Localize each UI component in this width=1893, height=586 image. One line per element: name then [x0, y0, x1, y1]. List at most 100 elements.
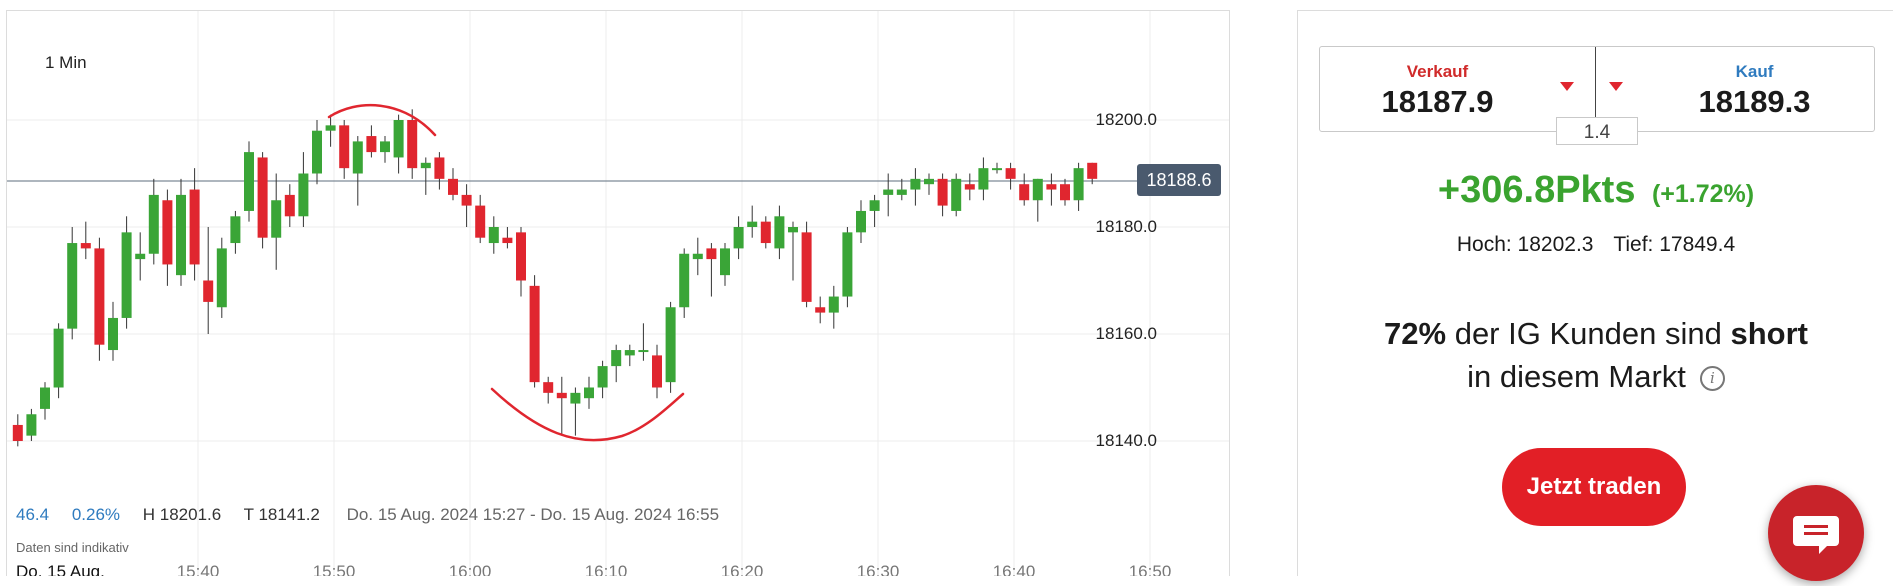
candle-body — [964, 184, 975, 190]
candle-body — [733, 227, 744, 249]
sentiment-percent: 72% — [1384, 316, 1447, 351]
info-low: T 18141.2 — [243, 505, 320, 524]
info-percent: 0.26% — [71, 505, 121, 524]
candle-body — [706, 248, 717, 260]
candle-body — [189, 189, 200, 265]
candle-body — [774, 216, 785, 249]
sentiment-text: der IG Kunden sind — [1454, 316, 1722, 351]
annotation-top-arc — [327, 103, 437, 137]
candle-body — [94, 248, 105, 345]
candle-body — [135, 253, 146, 260]
candle-body — [556, 392, 567, 399]
sell-price: 18187.9 — [1381, 84, 1494, 119]
chat-icon — [1793, 516, 1839, 554]
day-high: Hoch: 18202.3 — [1456, 233, 1594, 256]
candle-body — [584, 387, 594, 399]
buy-price: 18189.3 — [1698, 84, 1811, 119]
candle-body — [992, 168, 1002, 171]
candle-body — [230, 216, 241, 244]
candle-body — [1060, 184, 1070, 201]
candle-body — [1032, 178, 1043, 201]
client-sentiment-line1: 72% der IG Kunden sind short — [1298, 316, 1893, 352]
candlestick-chart[interactable] — [7, 11, 1229, 576]
candle-body — [420, 162, 431, 169]
candle-body — [951, 178, 962, 211]
candle-body — [910, 178, 921, 190]
current-price-tag: 18188.6 — [1137, 164, 1221, 196]
info-icon[interactable]: i — [1699, 366, 1725, 392]
x-axis-tick: 16:20 — [720, 562, 764, 576]
sell-label: Verkauf — [1406, 62, 1469, 81]
candle-body — [828, 296, 839, 313]
candle-body — [366, 136, 377, 153]
candle-body — [271, 200, 282, 238]
price-chart-panel[interactable]: 1 Min 18200.0 18180.0 18160.0 18140.0 18… — [6, 10, 1230, 576]
x-axis-tick: 16:00 — [448, 562, 492, 576]
candle-body — [597, 366, 608, 388]
candle-body — [12, 424, 23, 441]
info-high: H 18201.6 — [142, 505, 222, 524]
candle-body — [1087, 162, 1098, 179]
buy-quote-button[interactable]: Kauf 18189.3 — [1635, 47, 1874, 131]
candle-body — [692, 253, 703, 260]
candle-body — [393, 120, 404, 158]
candle-body — [801, 232, 812, 302]
chat-button[interactable] — [1768, 485, 1864, 581]
candle-body — [162, 200, 173, 265]
candle-body — [53, 328, 64, 388]
candle-body — [760, 221, 771, 244]
info-value: 46.4 — [16, 505, 50, 524]
candle-body — [720, 248, 730, 276]
y-axis-tick: 18160.0 — [1095, 324, 1157, 343]
candle-body — [856, 210, 866, 233]
candle-body — [1019, 184, 1030, 201]
candle-body — [203, 280, 214, 302]
candle-body — [788, 227, 798, 233]
candle-body — [26, 414, 37, 436]
x-axis-tick: 15:40 — [176, 562, 220, 576]
sentiment-text-line2: in diesem Markt — [1467, 359, 1686, 394]
candle-body — [543, 382, 554, 393]
sell-quote-button[interactable]: Verkauf 18187.9 — [1320, 47, 1555, 131]
interval-label[interactable]: 1 Min — [45, 53, 87, 72]
candle-body — [529, 285, 540, 383]
x-axis-tick: 16:30 — [856, 562, 900, 576]
candle-body — [896, 189, 907, 195]
candle-body — [312, 130, 322, 174]
candle-body — [380, 141, 390, 153]
annotation-bottom-arc — [490, 387, 685, 442]
candle-body — [108, 317, 118, 351]
candle-body — [148, 194, 159, 254]
candle-body — [352, 141, 363, 174]
candle-body — [1073, 168, 1084, 201]
client-sentiment-line2: in diesem Markt i — [1298, 359, 1893, 395]
y-axis-tick: 18200.0 — [1095, 110, 1157, 129]
candle-body — [924, 178, 934, 185]
candle-body — [257, 157, 268, 238]
candle-body — [842, 232, 853, 297]
candle-body — [176, 194, 186, 276]
candle-body — [652, 355, 662, 388]
candle-body — [339, 125, 350, 169]
trade-now-button[interactable]: Jetzt traden — [1502, 448, 1686, 526]
candle-body — [869, 200, 880, 211]
candle-body — [284, 194, 295, 217]
candle-body — [638, 350, 649, 353]
candle-body — [611, 350, 622, 367]
candle-body — [516, 232, 526, 281]
candle-body — [434, 157, 445, 179]
chart-date-label: Do. 15 Aug. — [16, 562, 105, 576]
daily-change: +306.8Pkts (+1.72%) — [1298, 169, 1893, 212]
y-axis-tick: 18180.0 — [1095, 217, 1157, 236]
candle-body — [502, 237, 513, 244]
candle-body — [244, 152, 254, 211]
change-points: +306.8Pkts — [1437, 169, 1636, 211]
day-low: Tief: 17849.4 — [1613, 233, 1736, 256]
candle-body — [448, 178, 458, 195]
sentiment-direction: short — [1730, 316, 1808, 351]
chart-info-row: 46.4 0.26% H 18201.6 T 18141.2 Do. 15 Au… — [16, 505, 737, 525]
candle-body — [298, 173, 309, 217]
high-low-row: Hoch: 18202.3 Tief: 17849.4 — [1298, 233, 1893, 257]
candle-body — [407, 120, 418, 169]
candle-body — [978, 168, 989, 190]
